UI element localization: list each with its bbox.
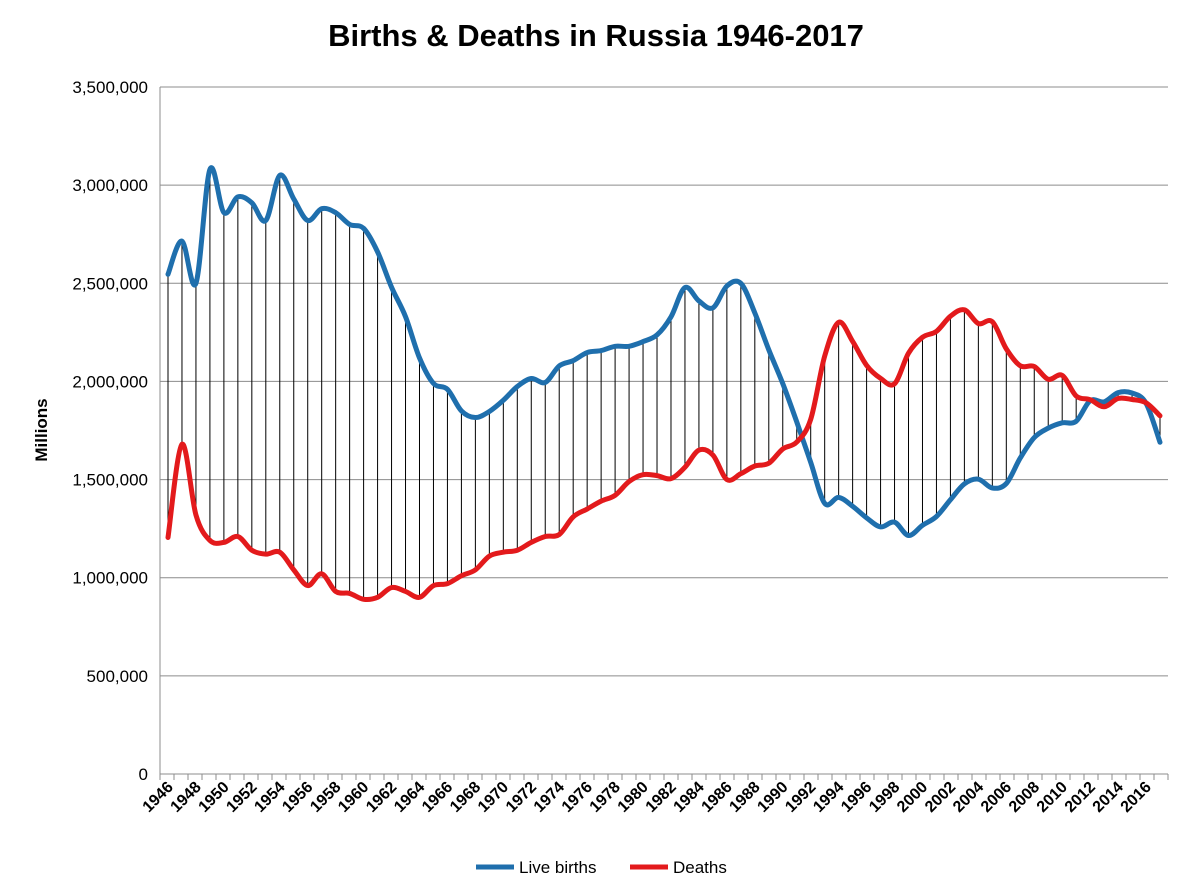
legend-label-live-births: Live births	[519, 858, 596, 877]
series-layer	[165, 165, 1163, 603]
y-tick-label: 0	[139, 765, 148, 784]
x-tick-label: 1992	[782, 779, 819, 816]
x-tick-label: 1990	[754, 779, 791, 816]
y-tick-label: 3,500,000	[72, 78, 148, 97]
x-tick-label: 1996	[838, 779, 875, 816]
x-tick-label: 1956	[279, 779, 316, 816]
x-tick-label: 1982	[643, 779, 680, 816]
legend-label-deaths: Deaths	[673, 858, 727, 877]
x-tick-label: 1972	[503, 779, 540, 816]
x-tick-label: 2004	[950, 779, 987, 816]
series-line-live-births	[165, 165, 1163, 539]
x-tick-label: 1960	[335, 779, 372, 816]
x-tick-label: 1974	[531, 779, 568, 816]
x-tick-label: 1986	[699, 779, 736, 816]
x-tick-label: 2014	[1090, 779, 1127, 816]
x-tick-label: 2008	[1006, 779, 1043, 816]
x-tick-label: 1984	[671, 779, 708, 816]
x-tick-label: 2010	[1034, 779, 1071, 816]
axis-layer: 0 500,000 1,000,000 1,500,000 2,000,000 2,500…	[72, 78, 1169, 816]
x-tick-label: 1998	[866, 779, 903, 816]
x-tick-label: 1994	[810, 779, 847, 816]
x-tick-label: 1958	[307, 779, 344, 816]
x-tick-label: 1952	[223, 779, 260, 816]
y-tick-label: 2,500,000	[72, 274, 148, 293]
legend: Live births Deaths	[476, 858, 727, 877]
y-tick-label: 3,000,000	[72, 176, 148, 195]
x-tick-label: 1950	[196, 779, 233, 816]
y-tick-label: 1,000,000	[72, 569, 148, 588]
x-tick-label: 1946	[140, 779, 177, 816]
drop-lines	[167, 169, 1161, 600]
x-tick-label: 1976	[559, 779, 596, 816]
chart-title: Births & Deaths in Russia 1946-2017	[328, 18, 864, 53]
x-tick-label: 2006	[978, 779, 1015, 816]
x-tick-label: 1948	[168, 779, 205, 816]
x-tick-label: 1980	[615, 779, 652, 816]
x-tick-label: 1978	[587, 779, 624, 816]
x-tick-label: 1954	[251, 779, 288, 816]
x-tick-label: 1968	[447, 779, 484, 816]
x-tick-label: 2012	[1062, 779, 1099, 816]
y-tick-label: 2,000,000	[72, 372, 148, 391]
grid-layer	[160, 86, 1168, 677]
x-tick-label: 1970	[475, 779, 512, 816]
x-tick-label: 2002	[922, 779, 959, 816]
x-tick-label: 1964	[391, 779, 428, 816]
x-tick-label: 2000	[894, 779, 931, 816]
y-tick-label: 1,500,000	[72, 471, 148, 490]
y-tick-label: 500,000	[87, 667, 148, 686]
x-tick-label: 2016	[1118, 779, 1155, 816]
series-line-deaths	[165, 307, 1163, 603]
x-tick-label: 1962	[363, 779, 400, 816]
x-tick-label: 1988	[726, 779, 763, 816]
x-tick-label: 1966	[419, 779, 456, 816]
y-axis-label: Millions	[32, 398, 51, 461]
